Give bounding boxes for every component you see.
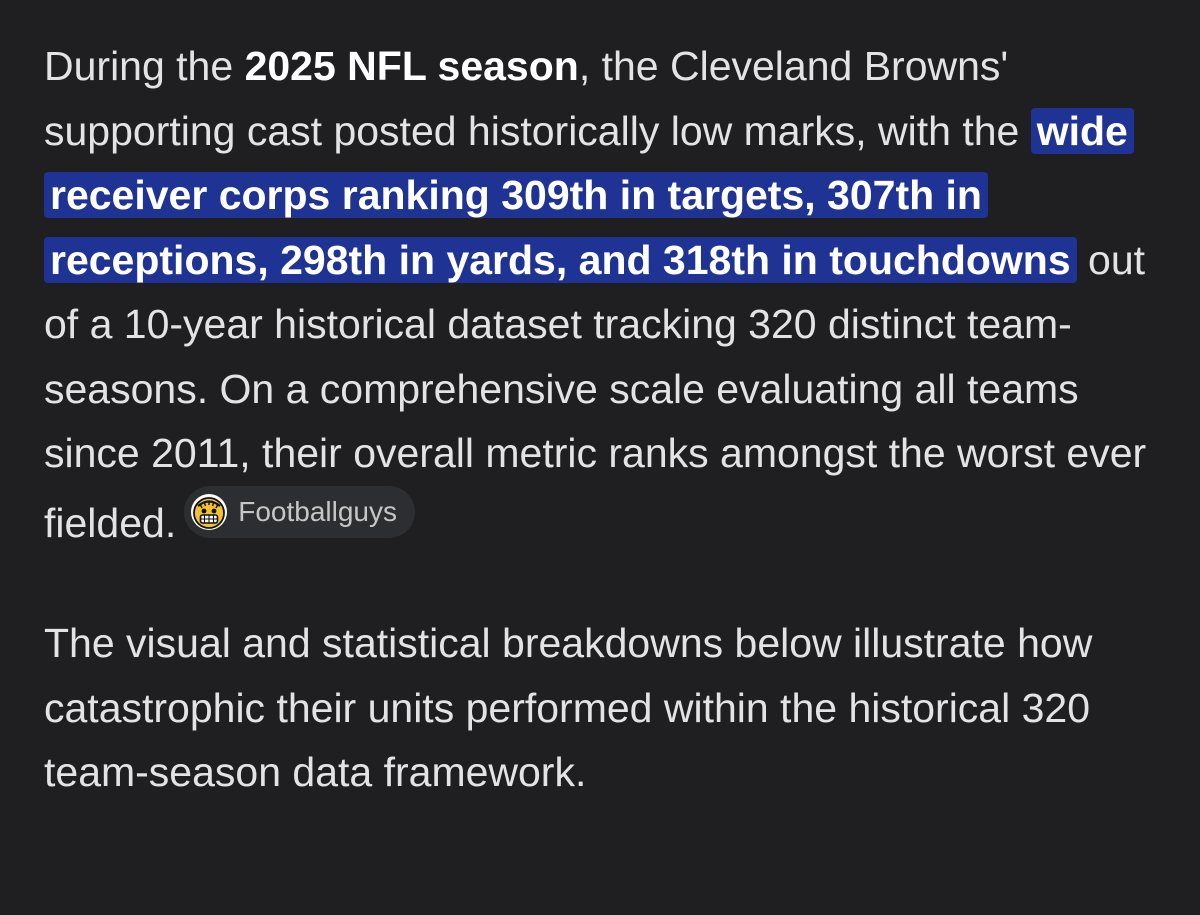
paragraph-1-text-end: out of a 10-year historical dataset trac…	[44, 236, 1147, 546]
footballguys-logo-icon	[190, 493, 228, 531]
paragraph-2: The visual and statistical breakdowns be…	[44, 620, 1093, 795]
season-bold-text: 2025 NFL season	[244, 43, 579, 89]
paragraph-1-text-start: During the	[44, 43, 245, 89]
source-chip-label: Footballguys	[238, 495, 397, 527]
source-chip[interactable]: Footballguys	[184, 485, 415, 538]
paragraph-1: During the 2025 NFL season, the Clevelan…	[44, 34, 1156, 555]
paragraph-1-text-middle: , the Cleveland Browns' supporting cast …	[44, 43, 1031, 154]
